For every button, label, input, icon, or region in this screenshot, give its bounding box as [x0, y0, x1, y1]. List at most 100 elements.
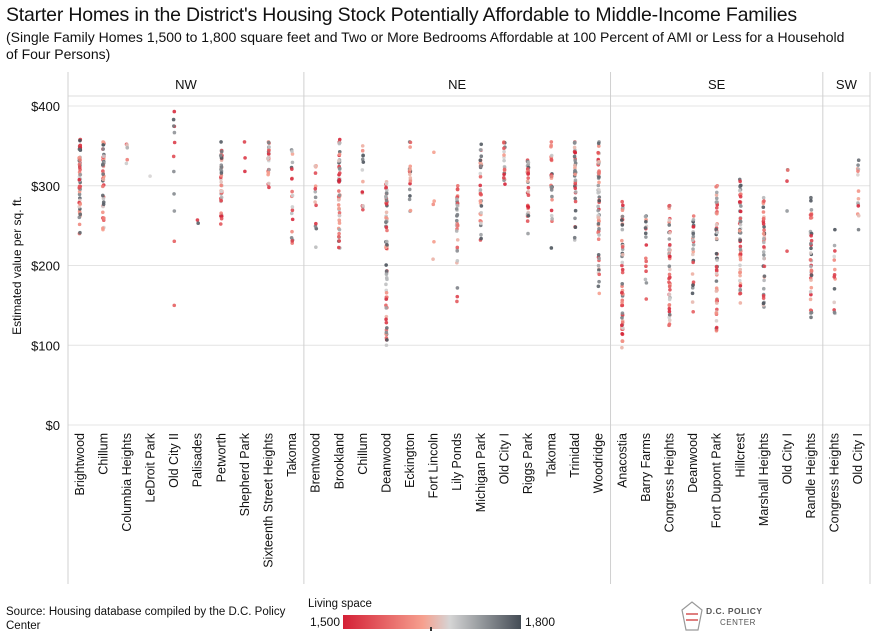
- data-point: [219, 140, 223, 144]
- data-point: [596, 160, 601, 164]
- data-point: [526, 231, 530, 236]
- data-point: [361, 207, 365, 212]
- data-point: [360, 148, 365, 153]
- data-point: [408, 179, 413, 183]
- data-point: [808, 297, 813, 302]
- data-point: [738, 287, 743, 292]
- data-point: [525, 179, 530, 183]
- x-tick-label: Sixteenth Street Heights: [262, 433, 276, 568]
- data-point: [219, 198, 223, 203]
- data-point: [785, 249, 789, 253]
- data-point: [101, 202, 106, 207]
- data-point: [597, 268, 601, 272]
- data-point: [219, 149, 224, 154]
- data-point: [408, 140, 413, 145]
- data-point: [218, 222, 223, 226]
- data-point: [714, 190, 719, 195]
- data-point: [738, 267, 743, 272]
- data-point: [809, 246, 813, 251]
- data-point: [219, 216, 224, 221]
- chart-subtitle: (Single Family Homes 1,500 to 1,800 squa…: [6, 29, 845, 62]
- data-point: [289, 211, 294, 216]
- data-point: [714, 251, 719, 256]
- data-point: [360, 168, 365, 172]
- x-tick-label: Randle Heights: [804, 433, 818, 518]
- data-point: [502, 146, 506, 151]
- data-point: [691, 283, 695, 288]
- chart-title: Starter Homes in the District's Housing …: [6, 4, 797, 26]
- data-point: [761, 217, 766, 221]
- data-point: [573, 225, 578, 230]
- data-point: [455, 258, 460, 263]
- data-point: [761, 231, 766, 236]
- data-point: [478, 199, 483, 203]
- data-point: [691, 260, 695, 265]
- legend-mid-marker: [430, 627, 432, 631]
- data-point: [761, 195, 766, 200]
- data-point: [78, 202, 83, 206]
- data-point: [478, 158, 483, 163]
- data-point: [832, 243, 837, 248]
- data-point: [384, 181, 389, 186]
- data-point: [738, 301, 743, 305]
- data-point: [455, 249, 460, 253]
- data-point: [219, 183, 224, 188]
- data-point: [644, 256, 648, 261]
- data-point: [454, 207, 459, 211]
- data-point: [620, 218, 624, 222]
- data-point: [715, 203, 720, 207]
- data-point: [78, 172, 83, 177]
- data-point: [737, 229, 742, 233]
- data-point: [691, 214, 696, 218]
- data-point: [455, 245, 460, 250]
- data-point: [762, 253, 766, 257]
- data-point: [432, 199, 436, 203]
- data-point: [384, 202, 389, 206]
- data-point: [620, 345, 624, 350]
- data-point: [384, 320, 389, 325]
- data-point: [573, 163, 577, 168]
- data-point: [738, 273, 742, 278]
- data-point: [620, 252, 625, 257]
- legend-gradient: [343, 615, 521, 629]
- data-point: [77, 192, 82, 197]
- data-point: [385, 228, 389, 233]
- data-point: [337, 141, 342, 145]
- data-point: [833, 227, 837, 232]
- data-point: [172, 239, 177, 244]
- data-point: [195, 218, 200, 222]
- data-point: [809, 285, 814, 290]
- data-point: [573, 190, 578, 194]
- data-point: [526, 160, 531, 165]
- data-point: [243, 169, 247, 174]
- data-point: [690, 272, 695, 276]
- data-point: [715, 301, 719, 305]
- data-point: [384, 194, 388, 199]
- data-point: [573, 199, 578, 204]
- data-point: [102, 216, 106, 220]
- data-point: [384, 220, 388, 225]
- data-point: [502, 153, 506, 157]
- x-tick-label: Congress Heights: [828, 433, 842, 532]
- data-point: [172, 169, 176, 174]
- data-point: [454, 229, 459, 233]
- data-point: [526, 205, 531, 209]
- data-point: [785, 209, 789, 213]
- x-tick-label: Old City I: [780, 433, 794, 484]
- data-point: [644, 235, 648, 239]
- data-point: [172, 130, 177, 135]
- data-point: [266, 152, 271, 156]
- x-tick-label: Old City I: [497, 433, 511, 484]
- data-point: [620, 238, 624, 243]
- data-point: [620, 320, 625, 325]
- data-point: [597, 272, 602, 277]
- x-tick-label: Eckington: [403, 433, 417, 488]
- data-point: [715, 297, 719, 302]
- y-axis-label: Estimated value per sq. ft.: [10, 196, 24, 335]
- data-point: [77, 165, 82, 170]
- data-point: [832, 258, 837, 262]
- data-point: [336, 245, 341, 250]
- data-point: [762, 256, 766, 261]
- data-point: [549, 153, 554, 158]
- data-point: [690, 286, 695, 290]
